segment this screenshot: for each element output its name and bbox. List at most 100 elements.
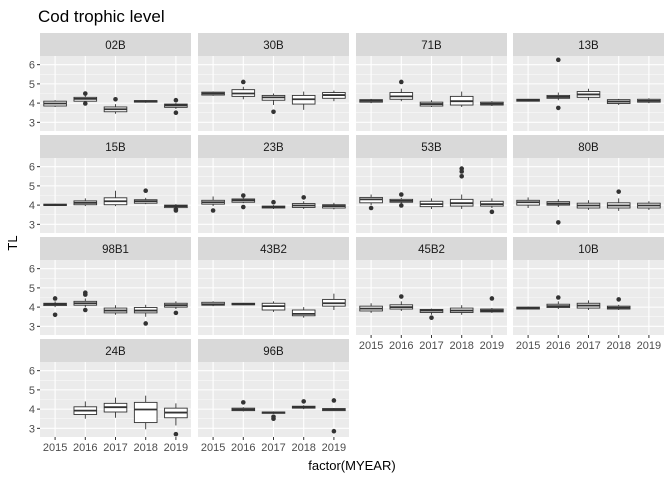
box-2018	[133, 100, 158, 103]
x-tick-label: 2017	[261, 442, 285, 454]
box-2019	[164, 403, 188, 426]
facet-strip-label: 96B	[263, 346, 284, 358]
outlier-point	[399, 79, 404, 85]
facet-strip-label: 43B2	[260, 244, 287, 256]
chart-title: Cod trophic level	[38, 7, 165, 26]
box-iqr	[133, 401, 158, 424]
outlier-point	[83, 101, 88, 106]
x-tick-label: 2018	[133, 442, 157, 454]
box-2016	[546, 92, 571, 101]
outlier-point	[143, 188, 148, 193]
outlier-point	[173, 206, 179, 212]
outlier-point	[429, 315, 434, 320]
outlier-point	[399, 192, 404, 197]
outlier-point	[52, 296, 58, 301]
x-tick-label: 2016	[389, 340, 413, 352]
facet-strip	[356, 33, 507, 56]
facet-strip	[198, 135, 349, 158]
box-2015	[359, 303, 383, 313]
x-tick-label: 2017	[103, 442, 127, 454]
box-2017	[261, 301, 286, 312]
facet-strip-label: 80B	[578, 142, 599, 154]
facet-strip	[40, 135, 191, 158]
facet-panel: 10B 2015 2016 2017 2018 2019	[513, 237, 664, 352]
y-tick-label: 4	[29, 98, 35, 110]
box-2018	[449, 194, 474, 209]
outlier-point	[143, 321, 148, 326]
outlier-point	[556, 105, 561, 111]
y-tick-label: 3	[29, 219, 35, 231]
facet-panel: 96B 2015 2016 2017 2018 2019	[198, 339, 349, 454]
box-2018	[606, 98, 631, 106]
facet-strip	[356, 237, 507, 260]
facet-panel: 80B	[513, 135, 664, 233]
outlier-point	[556, 295, 561, 300]
outlier-point	[459, 169, 465, 174]
box-2015	[43, 203, 67, 207]
box-2017	[103, 397, 128, 418]
facet-strip	[198, 339, 349, 362]
facet-strip	[198, 33, 349, 56]
outlier-point	[83, 292, 88, 297]
box-2016	[73, 95, 98, 103]
x-tick-label: 2019	[480, 340, 504, 352]
box-2015	[516, 306, 540, 310]
facet-strip	[513, 135, 664, 158]
facet-strip	[356, 135, 507, 158]
box-2019	[164, 301, 188, 310]
y-tick-label: 6	[29, 60, 35, 72]
facet-strip-label: 24B	[105, 346, 126, 358]
y-tick-label: 5	[29, 79, 35, 91]
facet-strip	[513, 33, 664, 56]
outlier-point	[301, 399, 307, 404]
y-tick-label: 4	[29, 302, 35, 314]
outlier-point	[368, 205, 374, 211]
box-2016	[73, 298, 98, 308]
facet-panel: 30B	[198, 33, 349, 131]
outlier-point	[241, 79, 246, 85]
facet-strip	[198, 237, 349, 260]
box-2017	[576, 88, 601, 101]
box-2019	[480, 101, 504, 106]
box-2016	[73, 198, 98, 207]
y-tick-label: 6	[29, 264, 35, 276]
facet-strip-label: 71B	[421, 40, 442, 52]
facet-strip-label: 02B	[105, 40, 126, 52]
box-2017	[419, 198, 444, 209]
facet-strip-label: 13B	[578, 40, 599, 52]
facet-panel: 02B 3 4 5 6	[29, 33, 191, 131]
facet-panel: 53B	[356, 135, 507, 233]
box-2016	[231, 197, 256, 204]
y-tick-label: 5	[29, 181, 35, 193]
y-axis-title: TL	[5, 235, 20, 250]
outlier-point	[399, 294, 404, 299]
box-2017	[576, 300, 601, 310]
box-2018	[606, 304, 631, 310]
box-2016	[389, 301, 414, 311]
box-2016	[231, 86, 256, 100]
outlier-point	[173, 310, 179, 316]
facet-strip-label: 30B	[263, 40, 284, 52]
box-2019	[164, 103, 188, 109]
x-tick-label: 2015	[201, 442, 225, 454]
box-2018	[133, 304, 158, 317]
box-2019	[322, 202, 346, 210]
box-2019	[637, 201, 661, 210]
facet-strip	[40, 237, 191, 260]
outlier-point	[210, 208, 216, 213]
box-iqr	[291, 309, 316, 317]
y-tick-label: 4	[29, 404, 35, 416]
facet-strip-label: 53B	[421, 142, 442, 154]
outlier-point	[83, 91, 88, 96]
outlier-point	[271, 416, 276, 422]
outlier-point	[301, 195, 307, 200]
x-tick-label: 2019	[164, 442, 188, 454]
facet-panel: 98B1 3 4 5 6	[29, 237, 191, 335]
box-2017	[261, 93, 286, 106]
box-2015	[43, 100, 67, 107]
box-2018	[291, 307, 316, 318]
box-2019	[480, 308, 504, 313]
outlier-point	[556, 57, 561, 63]
y-tick-label: 4	[29, 200, 35, 212]
y-tick-label: 5	[29, 283, 35, 295]
